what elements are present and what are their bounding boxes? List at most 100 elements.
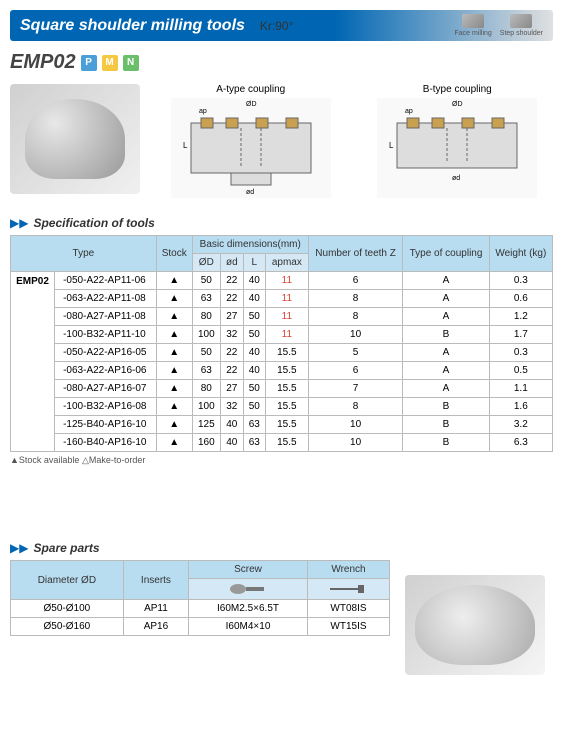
cell-w: 0.6 <box>489 290 552 308</box>
th-stock: Stock <box>156 236 192 272</box>
icon1-label: Face milling <box>454 30 491 37</box>
cell-d: 40 <box>220 434 243 452</box>
cell-z: 5 <box>308 344 403 362</box>
cell-D: 63 <box>192 362 220 380</box>
spare-section-header: ▶▶ Spare parts <box>10 541 553 555</box>
cell-ap: 15.5 <box>265 398 308 416</box>
cell-L: 63 <box>243 416 265 434</box>
cell-D: 100 <box>192 326 220 344</box>
diagram-b-svg: L ap ød ØD <box>377 98 537 198</box>
cell-d: 27 <box>220 380 243 398</box>
th-D: ØD <box>192 254 220 272</box>
th-ap: apmax <box>265 254 308 272</box>
cell-w: 0.5 <box>489 362 552 380</box>
cell-ap: 15.5 <box>265 362 308 380</box>
cell-d: 32 <box>220 326 243 344</box>
spare-cell-wr: WT08IS <box>307 600 389 618</box>
model-name: EMP02 <box>10 51 76 74</box>
cell-c: B <box>403 326 489 344</box>
icon-group: Face milling Step shoulder <box>454 14 543 37</box>
diagram-a-svg: L ap ød ØD <box>171 98 331 198</box>
cell-stock: ▲ <box>156 362 192 380</box>
cell-w: 3.2 <box>489 416 552 434</box>
cell-w: 1.7 <box>489 326 552 344</box>
cell-w: 0.3 <box>489 344 552 362</box>
th-type: Type <box>11 236 157 272</box>
cell-stock: ▲ <box>156 308 192 326</box>
cell-D: 125 <box>192 416 220 434</box>
cell-z: 7 <box>308 380 403 398</box>
cell-stock: ▲ <box>156 272 192 290</box>
diagram-b-title: B-type coupling <box>362 84 554 95</box>
spare-cell-dia: Ø50-Ø160 <box>11 618 124 636</box>
cell-code: -100-B32-AP11-10 <box>55 326 157 344</box>
cell-c: A <box>403 380 489 398</box>
cell-c: B <box>403 434 489 452</box>
cell-z: 10 <box>308 416 403 434</box>
cell-D: 63 <box>192 290 220 308</box>
cell-ap: 15.5 <box>265 344 308 362</box>
cell-stock: ▲ <box>156 416 192 434</box>
cell-L: 63 <box>243 434 265 452</box>
cell-code: -080-A27-AP11-08 <box>55 308 157 326</box>
cell-stock: ▲ <box>156 344 192 362</box>
cell-code: -160-B40-AP16-10 <box>55 434 157 452</box>
svg-text:ØD: ØD <box>246 101 257 108</box>
th-basic: Basic dimensions(mm) <box>192 236 308 254</box>
cell-z: 6 <box>308 362 403 380</box>
spare-cell-wr: WT15IS <box>307 618 389 636</box>
svg-text:L: L <box>183 141 188 150</box>
cell-L: 40 <box>243 344 265 362</box>
th-coupling: Type of coupling <box>403 236 489 272</box>
th-weight: Weight (kg) <box>489 236 552 272</box>
chevron-icon: ▶▶ <box>10 216 28 230</box>
badge-p: P <box>81 55 97 71</box>
cell-z: 8 <box>308 290 403 308</box>
cell-c: A <box>403 362 489 380</box>
th-screw: Screw <box>189 561 308 579</box>
cell-stock: ▲ <box>156 380 192 398</box>
spare-cell-ins: AP16 <box>123 618 188 636</box>
cell-D: 50 <box>192 344 220 362</box>
cell-z: 8 <box>308 308 403 326</box>
cell-z: 8 <box>308 398 403 416</box>
header-sub: Kr:90° <box>260 19 293 33</box>
cell-w: 1.6 <box>489 398 552 416</box>
cell-c: A <box>403 290 489 308</box>
th-inserts: Inserts <box>123 561 188 600</box>
page-title: Square shoulder milling tools <box>20 17 245 35</box>
svg-text:ød: ød <box>246 189 254 196</box>
cell-ap: 15.5 <box>265 380 308 398</box>
diagram-a: A-type coupling L ap ød ØD <box>155 84 347 201</box>
footnote: ▲Stock available △Make-to-order <box>10 455 553 466</box>
cell-c: B <box>403 398 489 416</box>
cell-ap: 11 <box>265 308 308 326</box>
cell-ap: 15.5 <box>265 434 308 452</box>
spare-cell-scr: I60M4×10 <box>189 618 308 636</box>
spare-cell-ins: AP11 <box>123 600 188 618</box>
cell-stock: ▲ <box>156 434 192 452</box>
cell-code: -050-A22-AP11-06 <box>55 272 157 290</box>
cell-code: -100-B32-AP16-08 <box>55 398 157 416</box>
cell-L: 40 <box>243 362 265 380</box>
cell-z: 10 <box>308 434 403 452</box>
cell-d: 22 <box>220 290 243 308</box>
th-teeth: Number of teeth Z <box>308 236 403 272</box>
family-cell: EMP02 <box>11 272 55 452</box>
spare-photo <box>405 575 545 675</box>
cell-c: A <box>403 308 489 326</box>
chevron-icon: ▶▶ <box>10 541 28 555</box>
cell-w: 1.1 <box>489 380 552 398</box>
th-L: L <box>243 254 265 272</box>
cell-L: 50 <box>243 398 265 416</box>
cell-d: 32 <box>220 398 243 416</box>
cell-L: 50 <box>243 308 265 326</box>
cell-ap: 11 <box>265 290 308 308</box>
cell-c: A <box>403 344 489 362</box>
wrench-icon-cell <box>307 579 389 600</box>
cell-w: 1.2 <box>489 308 552 326</box>
cell-code: -125-B40-AP16-10 <box>55 416 157 434</box>
cell-stock: ▲ <box>156 290 192 308</box>
spec-title: Specification of tools <box>33 216 154 230</box>
spec-section-header: ▶▶ Specification of tools <box>10 216 553 230</box>
